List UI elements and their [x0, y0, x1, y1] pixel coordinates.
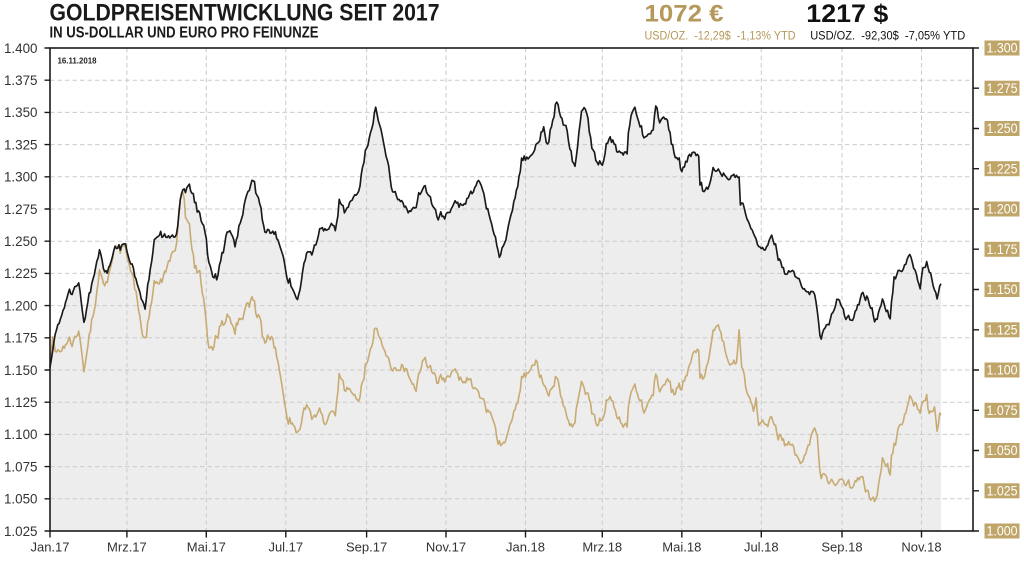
svg-text:USD/OZ. -92,30$ -7,05% YTD: USD/OZ. -92,30$ -7,05% YTD [810, 28, 965, 42]
svg-text:1.025: 1.025 [987, 483, 1018, 498]
svg-text:Mrz.17: Mrz.17 [107, 540, 147, 555]
svg-text:Mai.18: Mai.18 [662, 540, 701, 555]
svg-text:1.225: 1.225 [987, 161, 1018, 176]
svg-text:1.350: 1.350 [4, 105, 38, 120]
svg-text:IN US-DOLLAR UND EURO PRO FEIN: IN US-DOLLAR UND EURO PRO FEINUNZE [50, 24, 319, 41]
svg-text:1.125: 1.125 [4, 395, 38, 410]
svg-text:1.300: 1.300 [4, 170, 38, 185]
svg-text:16.11.2018: 16.11.2018 [58, 56, 97, 66]
svg-text:1.100: 1.100 [4, 427, 38, 442]
svg-text:1.050: 1.050 [987, 443, 1018, 458]
svg-text:Jan.17: Jan.17 [30, 540, 69, 555]
svg-text:1.150: 1.150 [987, 282, 1018, 297]
svg-text:1.250: 1.250 [987, 121, 1018, 136]
svg-text:USD/OZ. -12,29$ -1,13% YTD: USD/OZ. -12,29$ -1,13% YTD [645, 28, 796, 42]
svg-text:1.050: 1.050 [4, 492, 38, 507]
svg-text:1.175: 1.175 [987, 242, 1018, 257]
svg-text:Sep.18: Sep.18 [821, 540, 862, 555]
svg-text:1.075: 1.075 [4, 459, 38, 474]
svg-text:1.200: 1.200 [4, 298, 38, 313]
svg-text:1072 €: 1072 € [645, 1, 724, 28]
svg-text:Mai.17: Mai.17 [187, 540, 226, 555]
svg-text:1.375: 1.375 [4, 73, 38, 88]
svg-text:1.200: 1.200 [987, 202, 1018, 217]
svg-text:1.250: 1.250 [4, 234, 38, 249]
svg-text:Nov.17: Nov.17 [426, 540, 466, 555]
svg-text:1.225: 1.225 [4, 266, 38, 281]
svg-text:Nov.18: Nov.18 [901, 540, 941, 555]
svg-text:Jan.18: Jan.18 [506, 540, 545, 555]
svg-text:1.300: 1.300 [987, 41, 1018, 56]
svg-text:Sep.17: Sep.17 [346, 540, 387, 555]
svg-text:1.025: 1.025 [4, 524, 38, 539]
svg-text:1.100: 1.100 [987, 363, 1018, 378]
svg-text:Jul.18: Jul.18 [744, 540, 779, 555]
svg-text:1.400: 1.400 [4, 41, 38, 56]
svg-text:1.275: 1.275 [4, 202, 38, 217]
svg-text:Jul.17: Jul.17 [268, 540, 303, 555]
svg-text:GOLDPREISENTWICKLUNG SEIT 2017: GOLDPREISENTWICKLUNG SEIT 2017 [50, 1, 440, 27]
svg-text:1.125: 1.125 [987, 322, 1018, 337]
svg-text:1.275: 1.275 [987, 81, 1018, 96]
svg-text:1.150: 1.150 [4, 363, 38, 378]
svg-text:1.325: 1.325 [4, 137, 38, 152]
svg-text:1217 $: 1217 $ [806, 0, 888, 28]
svg-text:1.000: 1.000 [987, 524, 1018, 539]
svg-text:Mrz.18: Mrz.18 [582, 540, 622, 555]
svg-text:1.175: 1.175 [4, 331, 38, 346]
svg-text:1.075: 1.075 [987, 403, 1018, 418]
